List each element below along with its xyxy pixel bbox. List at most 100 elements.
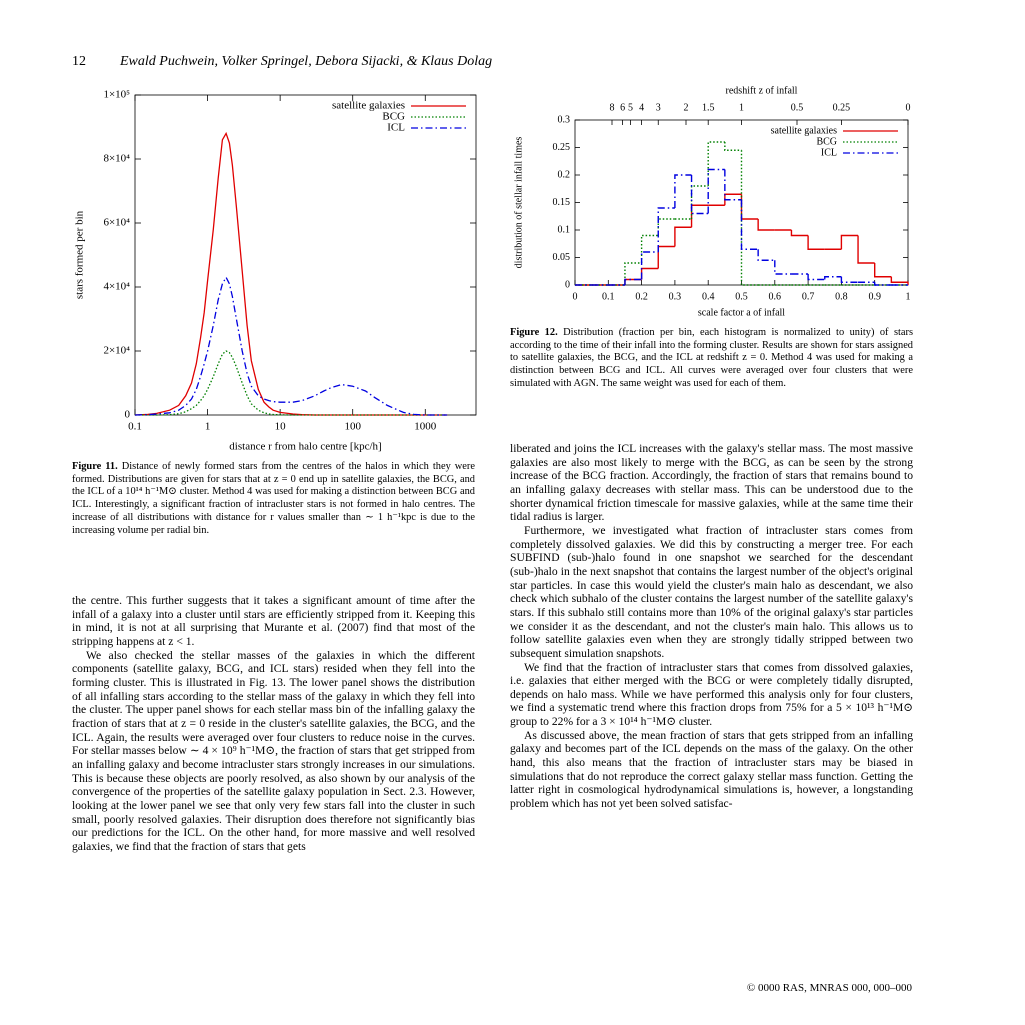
x2-tick-label: 3	[656, 102, 661, 113]
running-header: Ewald Puchwein, Volker Springel, Debora …	[120, 54, 493, 69]
y-tick-label: 6×10⁴	[103, 217, 130, 229]
y-tick-label: 0.1	[558, 224, 571, 235]
histogram-bin	[757, 219, 775, 231]
x-tick-label: 0.2	[635, 291, 648, 302]
x2-tick-label: 2	[684, 102, 689, 113]
y-tick-label: 0.3	[558, 114, 571, 125]
histogram-bin	[640, 234, 659, 263]
y-tick-label: 1×10⁵	[103, 89, 130, 101]
x-tick-label: 1	[205, 421, 211, 433]
histogram-bin	[824, 276, 842, 280]
legend-label: BCG	[382, 111, 405, 123]
page-number: 12	[72, 54, 86, 69]
histogram-bin	[807, 235, 825, 250]
x-tick-label: 0.6	[769, 291, 782, 302]
y-axis-label: distribution of stellar infall times	[513, 137, 524, 269]
histogram-bin	[657, 245, 675, 269]
y-tick-label: 0	[125, 409, 131, 421]
x2-tick-label: 6	[620, 102, 625, 113]
y-tick-label: 0.05	[553, 252, 571, 263]
histogram-bin	[740, 150, 759, 286]
plot-frame	[134, 94, 477, 416]
histogram-bin	[657, 218, 675, 236]
x-tick-label: 1000	[414, 421, 437, 433]
caption-text: Distribution (fraction per bin, each his…	[510, 327, 913, 389]
histogram-bin	[707, 168, 725, 214]
x-tick-label: 0.7	[802, 291, 815, 302]
histogram-bin	[624, 262, 642, 285]
right-column: liberated and joins the ICL increases wi…	[510, 442, 913, 811]
legend-label: BCG	[816, 136, 837, 147]
y-tick-label: 4×10⁴	[103, 281, 130, 293]
x-tick-label: 1	[906, 291, 911, 302]
figure-caption: Figure 12. Distribution (fraction per bi…	[510, 327, 913, 391]
x2-tick-label: 8	[610, 102, 615, 113]
histogram-bin	[840, 234, 859, 250]
x2-tick-label: 1.5	[702, 102, 715, 113]
histogram-bin	[674, 226, 692, 247]
x-tick-label: 0	[573, 291, 578, 302]
histogram-bin	[890, 276, 909, 285]
x-tick-label: 100	[344, 421, 361, 433]
x-tick-label: 0.9	[868, 291, 881, 302]
x2-tick-label: 0.5	[791, 102, 804, 113]
y-tick-label: 8×10⁴	[103, 153, 130, 165]
paragraph: We also checked the stellar masses of th…	[72, 648, 475, 853]
x-tick-label: 0.4	[702, 291, 715, 302]
caption-label: Figure 12.	[510, 327, 558, 338]
histogram-bin	[807, 274, 825, 281]
histogram-bin	[857, 235, 875, 264]
y-tick-label: 0.15	[553, 197, 571, 208]
histogram-bin	[724, 169, 742, 201]
histogram-bin	[640, 267, 659, 280]
x-axis-label: distance r from halo centre [kpc/h]	[229, 441, 381, 453]
histogram-bin	[790, 230, 809, 237]
histogram-bin	[740, 199, 759, 250]
series-line	[134, 276, 448, 416]
x-tick-label: 0.8	[835, 291, 848, 302]
histogram-bin	[624, 278, 642, 285]
y-axis-label: stars formed per bin	[74, 210, 86, 299]
x2-tick-label: 4	[639, 102, 644, 113]
histogram-bin	[774, 260, 792, 275]
y-tick-label: 2×10⁴	[103, 345, 130, 357]
histogram-bin	[624, 278, 642, 285]
histogram-bin	[657, 207, 675, 252]
y-tick-label: 0	[565, 279, 570, 290]
x-tick-label: 0.1	[128, 421, 142, 433]
paragraph: As discussed above, the mean fraction of…	[510, 728, 913, 811]
histogram-bin	[740, 194, 759, 220]
paragraph: the centre. This further suggests that i…	[72, 594, 475, 648]
y-tick-label: 0.2	[558, 169, 571, 180]
paragraph: Furthermore, we investigated what fracti…	[510, 523, 913, 660]
series-line	[134, 131, 448, 416]
paragraph: We find that the fraction of intracluste…	[510, 660, 913, 729]
histogram-bin	[874, 263, 892, 278]
legend-label: ICL	[387, 122, 405, 134]
x2-tick-label: 5	[628, 102, 633, 113]
legend-label: ICL	[821, 147, 837, 158]
legend-label: satellite galaxies	[332, 100, 405, 112]
y-tick-label: 0.25	[553, 142, 571, 153]
histogram-bin	[640, 251, 659, 280]
histogram-bin	[724, 142, 742, 151]
x2-tick-label: 1	[739, 102, 744, 113]
histogram-bin	[690, 175, 709, 215]
x-tick-label: 0.3	[669, 291, 682, 302]
histogram-bin	[840, 276, 859, 283]
x-axis-label: scale factor a of infall	[698, 307, 785, 318]
x-tick-label: 10	[275, 421, 287, 433]
x-tick-label: 0.1	[602, 291, 615, 302]
series-line	[135, 350, 448, 416]
paragraph: liberated and joins the ICL increases wi…	[510, 442, 913, 524]
histogram-bin	[707, 141, 725, 186]
legend-label: satellite galaxies	[771, 125, 837, 136]
caption-label: Figure 11.	[72, 461, 118, 472]
histogram-bin	[674, 174, 692, 208]
left-column: the centre. This further suggests that i…	[72, 594, 475, 853]
histogram-bin	[874, 282, 892, 286]
x2-tick-label: 0	[906, 102, 911, 113]
caption-text: Distance of newly formed stars from the …	[72, 461, 475, 536]
